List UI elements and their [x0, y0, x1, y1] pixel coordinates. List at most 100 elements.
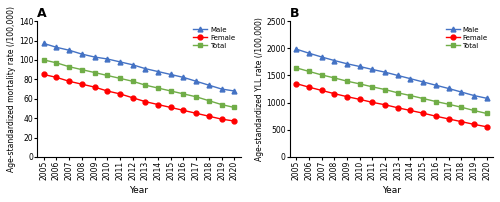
- Line: Total: Total: [42, 58, 236, 110]
- Male: [446, 87, 452, 90]
- Total: [471, 109, 477, 112]
- Male: [232, 90, 237, 92]
- Female: [130, 97, 136, 99]
- Female: [344, 95, 350, 98]
- Male: [142, 67, 148, 70]
- Male: [180, 76, 186, 79]
- Male: [54, 46, 60, 48]
- Y-axis label: Age-standardized YLL rate (/100,000): Age-standardized YLL rate (/100,000): [254, 17, 264, 161]
- Total: [155, 87, 161, 89]
- Male: [79, 53, 85, 55]
- Male: [433, 84, 439, 86]
- Male: [370, 68, 376, 71]
- Total: [142, 84, 148, 86]
- Male: [155, 70, 161, 73]
- Male: [206, 84, 212, 86]
- Female: [40, 73, 46, 76]
- Male: [318, 56, 324, 58]
- Female: [395, 107, 401, 109]
- Male: [293, 48, 299, 50]
- Male: [40, 42, 46, 45]
- Female: [92, 86, 98, 88]
- Total: [180, 93, 186, 95]
- Total: [218, 103, 224, 106]
- Total: [232, 106, 237, 109]
- Total: [130, 80, 136, 82]
- Total: [408, 94, 414, 97]
- Female: [168, 106, 174, 109]
- Text: A: A: [38, 7, 47, 20]
- Text: B: B: [290, 7, 300, 20]
- Female: [218, 118, 224, 120]
- Male: [420, 81, 426, 83]
- Female: [104, 90, 110, 92]
- Male: [382, 71, 388, 73]
- Total: [382, 88, 388, 91]
- Female: [193, 112, 199, 115]
- Total: [344, 80, 350, 82]
- Total: [332, 77, 338, 79]
- Line: Female: Female: [42, 72, 236, 123]
- Male: [344, 63, 350, 65]
- Female: [471, 123, 477, 126]
- Male: [218, 88, 224, 90]
- Female: [318, 89, 324, 92]
- Female: [433, 115, 439, 117]
- Female: [142, 100, 148, 103]
- Male: [193, 80, 199, 82]
- Legend: Male, Female, Total: Male, Female, Total: [444, 25, 490, 51]
- Line: Total: Total: [294, 65, 489, 116]
- Male: [130, 64, 136, 66]
- Total: [293, 67, 299, 69]
- Total: [54, 62, 60, 64]
- Male: [332, 59, 338, 62]
- Female: [306, 86, 312, 88]
- Total: [206, 99, 212, 102]
- Total: [420, 97, 426, 100]
- Female: [332, 93, 338, 95]
- Female: [293, 82, 299, 85]
- Total: [395, 92, 401, 94]
- Male: [408, 78, 414, 80]
- Total: [458, 106, 464, 108]
- Total: [356, 83, 362, 85]
- Total: [40, 59, 46, 61]
- Total: [306, 70, 312, 73]
- Male: [484, 97, 490, 99]
- Total: [484, 112, 490, 115]
- Female: [408, 109, 414, 112]
- Male: [471, 94, 477, 97]
- Line: Female: Female: [294, 81, 489, 129]
- Female: [232, 120, 237, 122]
- Legend: Male, Female, Total: Male, Female, Total: [191, 25, 237, 51]
- Female: [370, 101, 376, 104]
- Female: [54, 76, 60, 79]
- Female: [180, 109, 186, 112]
- Male: [168, 73, 174, 76]
- Female: [446, 118, 452, 120]
- Female: [155, 103, 161, 106]
- Female: [356, 98, 362, 101]
- Male: [117, 61, 123, 63]
- Total: [104, 74, 110, 77]
- Male: [458, 91, 464, 93]
- Total: [168, 90, 174, 92]
- X-axis label: Year: Year: [382, 186, 401, 195]
- Male: [356, 65, 362, 68]
- Total: [318, 74, 324, 76]
- Total: [446, 103, 452, 105]
- Line: Male: Male: [42, 41, 236, 93]
- Y-axis label: Age-standardized mortality rate (/100,000): Age-standardized mortality rate (/100,00…: [7, 6, 16, 172]
- Female: [117, 93, 123, 95]
- Female: [458, 120, 464, 123]
- Total: [66, 65, 72, 68]
- Total: [117, 77, 123, 80]
- Female: [484, 126, 490, 128]
- Line: Male: Male: [294, 47, 489, 101]
- Total: [92, 71, 98, 74]
- Male: [66, 49, 72, 52]
- Female: [420, 112, 426, 114]
- Total: [79, 68, 85, 71]
- Total: [193, 96, 199, 98]
- Female: [66, 80, 72, 82]
